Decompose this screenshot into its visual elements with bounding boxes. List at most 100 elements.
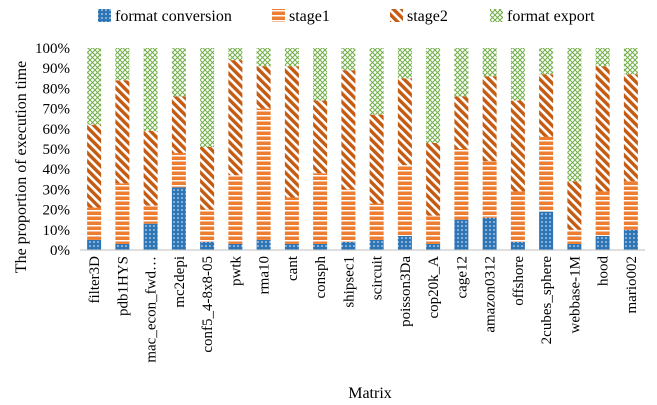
- legend-swatch-format-conversion: [98, 9, 111, 22]
- bar-segment-stage2-12: [426, 142, 441, 216]
- bar-segment-stage2-8: [313, 100, 328, 174]
- bar-segment-stage2-6: [256, 66, 271, 109]
- bar-segment-stage2-15: [510, 100, 525, 192]
- bar-segment-format-export-18: [595, 48, 610, 67]
- bar-segment-format-conversion-18: [595, 235, 610, 250]
- x-tick-label: cage12: [454, 256, 470, 298]
- y-tick-label: 40%: [43, 162, 71, 178]
- bar-segment-stage2-16: [539, 74, 554, 137]
- legend-swatch-stage1: [272, 9, 285, 22]
- y-tick-label: 30%: [43, 182, 71, 198]
- legend-label: format conversion: [115, 8, 232, 25]
- y-tick-label: 70%: [43, 102, 71, 118]
- bar-segment-stage2-4: [200, 146, 215, 210]
- bar-segment-stage1-3: [171, 153, 186, 188]
- bar-segment-format-export-19: [623, 48, 638, 75]
- bar-segment-stage1-1: [115, 183, 130, 244]
- bar-segment-format-export-16: [539, 48, 554, 75]
- y-tick-label: 20%: [43, 203, 71, 219]
- bar-segment-format-conversion-10: [369, 239, 384, 250]
- bar-segment-format-conversion-7: [284, 243, 299, 250]
- bar-segment-stage1-7: [284, 197, 299, 244]
- y-tick-label: 60%: [43, 122, 71, 138]
- bar-segment-format-export-6: [256, 48, 271, 67]
- bar-segment-stage2-11: [397, 78, 412, 166]
- y-tick-label: 10%: [43, 223, 71, 239]
- x-tick-label: mac_econ_fwd…: [144, 256, 160, 363]
- x-tick-label: rma10: [257, 256, 273, 294]
- bar-segment-stage1-12: [426, 215, 441, 244]
- bar-segment-format-export-1: [115, 48, 130, 81]
- x-tick-label: mc2depi: [172, 256, 188, 308]
- x-tick-label: webbase-1M: [567, 256, 583, 333]
- bar-segment-stage1-11: [397, 165, 412, 236]
- bar-segment-format-export-3: [171, 48, 186, 97]
- bar-segment-format-conversion-0: [87, 239, 102, 250]
- legend-label: stage1: [289, 8, 330, 25]
- bar-segment-stage1-9: [341, 189, 356, 242]
- bar-segment-stage1-15: [510, 191, 525, 242]
- x-tick-label: conf5_4-8x8-05: [200, 256, 216, 353]
- x-tick-label: pdb1HYS: [115, 256, 131, 316]
- bar-segment-format-export-5: [228, 48, 243, 61]
- x-tick-label: filter3D: [87, 256, 103, 304]
- x-tick-label: offshore: [511, 256, 527, 306]
- bars: [87, 48, 638, 250]
- y-tick-label: 100%: [35, 41, 70, 57]
- bar-segment-format-conversion-15: [510, 241, 525, 250]
- bar-segment-format-export-14: [482, 48, 497, 77]
- bar-segment-stage2-5: [228, 60, 243, 176]
- bar-segment-stage1-16: [539, 136, 554, 212]
- x-tick-label: pwtk: [228, 256, 244, 287]
- legend-label: stage2: [407, 8, 448, 25]
- bar-segment-stage1-6: [256, 108, 271, 240]
- bar-segment-format-conversion-14: [482, 217, 497, 250]
- x-tick-label: hood: [596, 256, 612, 287]
- chart-legend: format conversion stage1 stage2 format expo…: [98, 8, 595, 25]
- legend-swatch-stage2: [390, 9, 403, 22]
- bar-segment-stage2-17: [567, 181, 582, 230]
- bar-segment-stage1-8: [313, 173, 328, 244]
- bar-segment-format-conversion-16: [539, 211, 554, 250]
- y-tick-label: 90%: [43, 61, 71, 77]
- bar-segment-stage2-18: [595, 66, 610, 192]
- bar-segment-format-export-9: [341, 48, 356, 71]
- bar-segment-stage2-2: [143, 130, 158, 206]
- bar-segment-stage1-4: [200, 209, 215, 242]
- bar-segment-format-export-0: [87, 48, 102, 125]
- bar-segment-stage2-10: [369, 114, 384, 204]
- x-tick-label: consph: [313, 256, 329, 299]
- bar-segment-stage1-2: [143, 205, 158, 224]
- y-axis-ticks: 0% 10% 20% 30% 40% 50% 60% 70% 80% 90% 100%: [35, 41, 70, 259]
- x-tick-label: cant: [285, 255, 301, 281]
- bar-segment-format-export-7: [284, 48, 299, 67]
- x-tick-label: cop20k_A: [426, 256, 442, 319]
- bar-segment-format-conversion-1: [115, 243, 130, 250]
- bar-segment-format-export-8: [313, 48, 328, 101]
- bar-segment-stage1-18: [595, 191, 610, 236]
- bar-segment-format-export-4: [200, 48, 215, 147]
- x-axis-title: Matrix: [348, 385, 392, 402]
- bar-segment-stage1-13: [454, 149, 469, 220]
- bar-segment-stage1-19: [623, 181, 638, 230]
- bar-segment-stage2-14: [482, 76, 497, 162]
- bar-segment-format-conversion-13: [454, 219, 469, 250]
- y-tick-label: 0%: [50, 243, 70, 259]
- bar-segment-format-conversion-11: [397, 235, 412, 250]
- bar-segment-stage1-5: [228, 175, 243, 244]
- legend-label: format export: [507, 8, 595, 25]
- bar-segment-format-conversion-5: [228, 243, 243, 250]
- x-tick-label: amazon0312: [483, 256, 499, 333]
- bar-segment-format-conversion-17: [567, 243, 582, 250]
- bar-segment-stage2-7: [284, 66, 299, 198]
- x-tick-label: scircuit: [370, 255, 386, 300]
- bar-segment-format-conversion-2: [143, 223, 158, 250]
- bar-segment-stage2-3: [171, 96, 186, 154]
- bar-segment-format-conversion-12: [426, 243, 441, 250]
- y-axis-title: The proportion of execution time: [13, 61, 30, 273]
- legend-swatch-format-export: [490, 9, 503, 22]
- x-axis-ticks: filter3D pdb1HYS mac_econ_fwd… mc2depi conf5…: [87, 255, 640, 362]
- x-tick-label: mario002: [624, 256, 640, 314]
- bar-segment-format-export-15: [510, 48, 525, 101]
- bar-segment-format-conversion-8: [313, 243, 328, 250]
